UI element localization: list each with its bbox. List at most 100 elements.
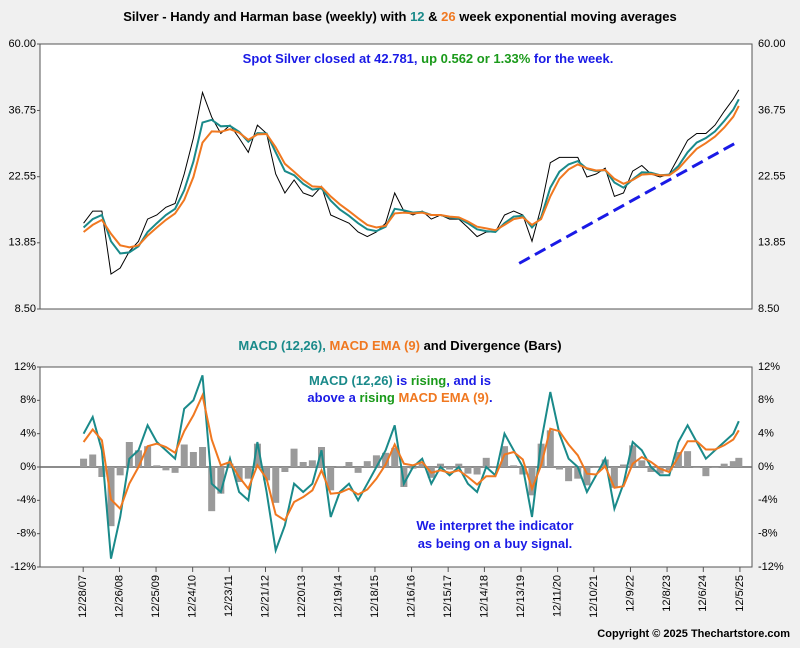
divergence-bar (473, 467, 481, 475)
divergence-bar (656, 467, 664, 474)
annotation: We interpret the indicator (416, 518, 573, 533)
divergence-bar (620, 464, 628, 467)
y-tick-label: 0% (20, 461, 36, 473)
annotation: above a rising MACD EMA (9). (307, 390, 492, 405)
divergence-bar (528, 467, 536, 496)
series-line (82, 392, 740, 522)
annotation-part: rising (411, 373, 446, 388)
x-tick-label: 12/8/23 (661, 575, 673, 612)
divergence-bar (391, 447, 399, 467)
divergence-bar (308, 460, 316, 467)
trendline (518, 139, 740, 265)
annotation: MACD (12,26) is rising, and is (309, 373, 491, 388)
annotation-part: Spot Silver closed at 42.781, (243, 51, 421, 66)
annotation-part: rising (359, 390, 394, 405)
divergence-bar (455, 463, 463, 467)
chart-title: Silver - Handy and Harman base (weekly) … (123, 9, 676, 24)
divergence-bar (702, 467, 710, 477)
divergence-bar (363, 461, 371, 467)
divergence-bar (98, 467, 106, 477)
y-tick-label: -12% (10, 561, 36, 573)
divergence-bar (592, 467, 600, 468)
x-tick-label: 12/11/20 (552, 575, 564, 617)
divergence-bar (336, 466, 344, 467)
divergence-bar (80, 458, 88, 467)
divergence-bar (638, 460, 646, 467)
divergence-bar (555, 467, 563, 470)
divergence-bar (464, 467, 472, 474)
divergence-bar (629, 445, 637, 467)
annotation-part: for the week. (530, 51, 613, 66)
y-tick-label: 22.55 (8, 171, 36, 183)
divergence-bar (327, 467, 335, 491)
x-tick-label: 12/25/09 (150, 575, 162, 618)
y-tick-label: 8% (20, 394, 36, 406)
divergence-bar (217, 467, 225, 494)
divergence-bar (208, 467, 216, 512)
y-tick-label-right: 13.85 (758, 237, 786, 249)
y-tick-label: -4% (16, 494, 36, 506)
annotation-part: MACD (12,26) (309, 373, 393, 388)
divergence-bar (735, 457, 743, 467)
chart-title-part: and Divergence (Bars) (420, 338, 562, 353)
divergence-bar (189, 452, 197, 467)
y-tick-label: 13.85 (8, 237, 36, 249)
divergence-bar (116, 467, 124, 476)
divergence-bar (162, 467, 170, 471)
y-tick-label-right: 60.00 (758, 38, 786, 50)
chart-title: MACD (12,26), MACD EMA (9) and Divergenc… (238, 338, 561, 353)
y-tick-label-right: -4% (758, 494, 778, 506)
x-tick-label: 12/5/25 (734, 575, 746, 612)
x-tick-label: 12/15/17 (442, 575, 454, 618)
x-tick-label: 12/24/10 (187, 575, 199, 618)
divergence-bar (226, 463, 234, 467)
annotation: as being on a buy signal. (418, 536, 573, 551)
y-tick-label-right: 8% (758, 394, 774, 406)
divergence-bar (253, 443, 261, 467)
chart-title-part: MACD (12,26), (238, 338, 329, 353)
chart-title-part: 26 (441, 9, 455, 24)
divergence-bar (665, 467, 673, 471)
divergence-bar (244, 467, 252, 479)
y-tick-label-right: 0% (758, 461, 774, 473)
divergence-bar (491, 466, 499, 467)
divergence-bar (281, 467, 289, 472)
divergence-bar (418, 463, 426, 467)
y-tick-label-right: 36.75 (758, 104, 786, 116)
divergence-bar (482, 457, 490, 467)
divergence-bar (546, 430, 554, 467)
chart-title-part: MACD EMA (9) (329, 338, 420, 353)
x-tick-label: 12/20/13 (296, 575, 308, 618)
x-tick-label: 12/28/07 (77, 575, 89, 618)
divergence-bar (610, 467, 618, 488)
x-tick-label: 12/26/08 (113, 575, 125, 618)
x-tick-label: 12/14/18 (478, 575, 490, 618)
x-tick-label: 12/21/12 (259, 575, 271, 618)
y-tick-label-right: 8.50 (758, 303, 779, 315)
x-tick-label: 12/6/24 (697, 575, 709, 612)
divergence-bar (89, 454, 97, 467)
divergence-bar (299, 462, 307, 467)
divergence-bar (565, 467, 573, 482)
divergence-bar (372, 455, 380, 467)
annotation-part: , and is (446, 373, 491, 388)
series-group (80, 374, 743, 559)
divergence-bar (537, 443, 545, 467)
x-tick-label: 12/16/16 (405, 575, 417, 618)
annotation-part: as being on a buy signal. (418, 536, 573, 551)
annotation: Spot Silver closed at 42.781, up 0.562 o… (243, 51, 614, 66)
divergence-bar (345, 462, 353, 467)
divergence-bar (684, 451, 692, 467)
annotation-part: . (489, 390, 493, 405)
divergence-bar (180, 444, 188, 467)
divergence-bar (720, 463, 728, 467)
divergence-bar (199, 447, 207, 467)
chart-title-part: 12 (410, 9, 424, 24)
y-tick-label-right: 4% (758, 428, 774, 440)
divergence-bar (400, 467, 408, 487)
copyright: Copyright © 2025 Thechartstore.com (597, 628, 790, 640)
chart-title-part: & (425, 9, 442, 24)
annotation-part: We interpret the indicator (416, 518, 573, 533)
series-group (82, 89, 740, 275)
